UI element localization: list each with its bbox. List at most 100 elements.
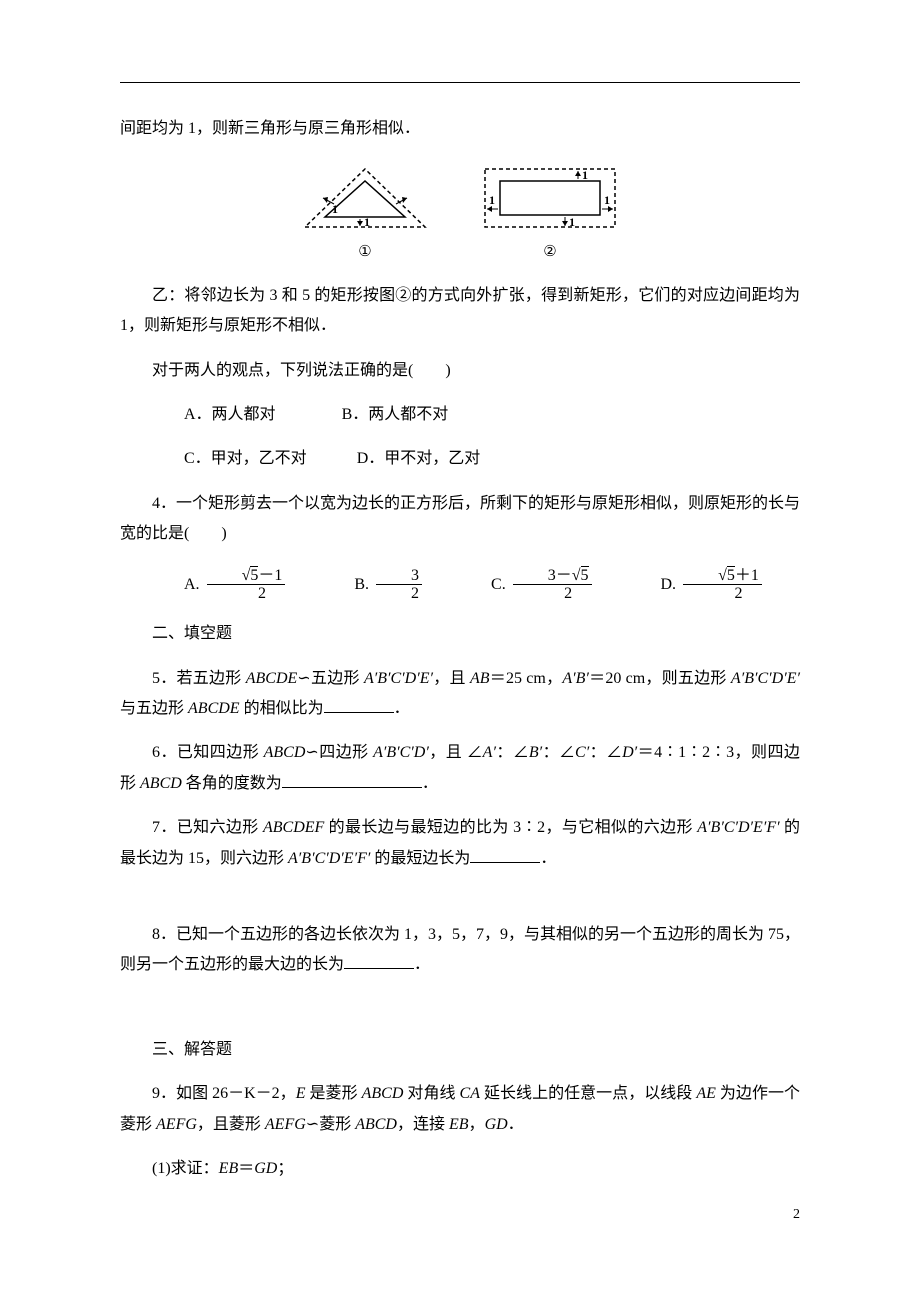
q9-abcd2: ABCD (355, 1116, 397, 1133)
q5-f: 与五边形 (120, 700, 188, 717)
q4a-post: －1 (258, 567, 282, 584)
figure-2-label: ② (480, 238, 620, 267)
question-5: 5．若五边形 ABCDE∽五边形 A′B′C′D′E′，且 AB＝25 cm，A… (120, 664, 800, 725)
q5-blank (324, 696, 394, 713)
q4a-frac: √5－1 2 (207, 567, 286, 603)
q6-b: ∽四边形 (305, 744, 373, 761)
q9-i: ， (469, 1116, 485, 1133)
section-2-heading: 二、填空题 (120, 619, 800, 649)
q4c-label: C. (491, 576, 506, 593)
q4a-label: A. (184, 576, 200, 593)
q4c-sqrt: 5 (581, 566, 589, 584)
spacer-1 (120, 888, 800, 906)
q9-aefg: AEFG (156, 1116, 197, 1133)
q6-blank (282, 771, 422, 788)
q7-a: 7．已知六边形 (152, 819, 263, 836)
q7-abcdefp2: A′B′C′D′E′F′ (288, 850, 370, 867)
q5-a: 5．若五边形 (152, 670, 246, 687)
q3-option-d: D．甲不对，乙对 (325, 444, 481, 474)
q6-cp: C′ (575, 744, 589, 761)
q8-text: 8．已知一个五边形的各边长依次为 1，3，5，7，9，与其相似的另一个五边形的周… (120, 926, 800, 973)
q7-abcdefp: A′B′C′D′E′F′ (697, 819, 779, 836)
q6-ap: A′ (483, 744, 496, 761)
q9-g: ∽菱形 (306, 1116, 355, 1133)
q5-abcdep: A′B′C′D′E′ (364, 670, 433, 687)
q4-options: A. √5－1 2 B. 3 2 C. 3－√5 2 D. √5＋1 2 (120, 564, 800, 606)
label-one-l: 1 (489, 193, 495, 207)
document-page: 间距均为 1，则新三角形与原三角形相似． 1 1 (0, 0, 920, 1258)
q9-1-eb: EB (219, 1160, 239, 1177)
q9-1-gd: GD (254, 1160, 277, 1177)
q9-ae: AE (696, 1085, 716, 1102)
question-8: 8．已知一个五边形的各边长依次为 1，3，5，7，9，与其相似的另一个五边形的周… (120, 920, 800, 981)
yi-paragraph: 乙：将邻边长为 3 和 5 的矩形按图②的方式向外扩张，得到新矩形，它们的对应边… (120, 281, 800, 342)
q9-gd: GD (485, 1116, 508, 1133)
question-9-1: (1)求证：EB＝GD； (120, 1154, 800, 1184)
question-6: 6．已知四边形 ABCD∽四边形 A′B′C′D′，且 ∠A′：∠B′：∠C′：… (120, 738, 800, 799)
q4d-post: ＋1 (735, 567, 759, 584)
q4-stem: 4．一个矩形剪去一个以宽为边长的正方形后，所剩下的矩形与原矩形相似，则原矩形的长… (120, 489, 800, 550)
q6-d3: ：∠ (589, 744, 622, 761)
q5-period: ． (394, 700, 410, 717)
q8-blank (344, 952, 414, 969)
q4b-den: 2 (376, 585, 422, 603)
q6-dp: D′ (622, 744, 637, 761)
q4b-label: B. (354, 576, 369, 593)
q4c-frac: 3－√5 2 (513, 567, 592, 603)
label-one-bottom: 1 (364, 215, 370, 229)
q6-period: ． (422, 775, 438, 792)
q4-option-b: B. 3 2 (322, 564, 425, 606)
q9-c: 对角线 (403, 1085, 459, 1102)
spacer-2 (120, 995, 800, 1021)
q7-blank (470, 846, 540, 863)
q9-b: 是菱形 (306, 1085, 362, 1102)
q5-g: 的相似比为 (240, 700, 324, 717)
q7-d: 的最短边长为 (370, 850, 470, 867)
q5-c: ，且 (433, 670, 470, 687)
q6-bp: B′ (529, 744, 542, 761)
question-9: 9．如图 26－K－2，E 是菱形 ABCD 对角线 CA 延长线上的任意一点，… (120, 1079, 800, 1140)
q5-abcde: ABCDE (246, 670, 298, 687)
q8-period: ． (414, 956, 430, 973)
q9-f: ，且菱形 (197, 1116, 265, 1133)
q6-abcd: ABCD (264, 744, 306, 761)
q9-d: 延长线上的任意一点，以线段 (480, 1085, 696, 1102)
q6-abcd2: ABCD (140, 775, 182, 792)
q5-ab: AB (470, 670, 490, 687)
q6-d1: ：∠ (496, 744, 529, 761)
question-7: 7．已知六边形 ABCDEF 的最长边与最短边的比为 3∶2，与它相似的六边形 … (120, 813, 800, 874)
q6-d2: ：∠ (542, 744, 575, 761)
q7-abcdef: ABCDEF (263, 819, 324, 836)
q9-aefg2: AEFG (265, 1116, 306, 1133)
q6-c: ，且 ∠ (429, 744, 483, 761)
q4c-den: 2 (513, 585, 592, 603)
q4d-frac: √5＋1 2 (683, 567, 762, 603)
q9-abcd: ABCD (362, 1085, 404, 1102)
q5-abcdep2: A′B′C′D′E′ (731, 670, 800, 687)
q3-options-row2: C．甲对，乙不对 D．甲不对，乙对 (120, 444, 800, 474)
header-rule (120, 82, 800, 83)
figures-row: 1 1 ① 1 (120, 164, 800, 267)
q9-1-a: (1)求证： (152, 1160, 219, 1177)
q4a-den: 2 (207, 585, 286, 603)
q9-eb: EB (449, 1116, 469, 1133)
q4d-sqrt: 5 (727, 566, 735, 584)
triangle-diagram: 1 1 (300, 164, 430, 234)
q4-option-a: A. √5－1 2 (152, 564, 288, 606)
figure-1: 1 1 ① (300, 164, 430, 267)
q3-prompt: 对于两人的观点，下列说法正确的是( ) (120, 356, 800, 386)
section-3-heading: 三、解答题 (120, 1035, 800, 1065)
q5-b: ∽五边形 (297, 670, 364, 687)
page-number: 2 (793, 1202, 800, 1229)
q5-d: ＝25 cm， (490, 670, 563, 687)
label-one-top: 1 (582, 168, 588, 182)
rectangle-diagram: 1 1 1 1 (480, 164, 620, 234)
q5-abcde2: ABCDE (188, 700, 240, 717)
q9-h: ，连接 (397, 1116, 449, 1133)
q3-options-row1: A．两人都对 B．两人都不对 (120, 400, 800, 430)
label-one-b: 1 (569, 215, 575, 229)
q9-j: ． (508, 1116, 524, 1133)
q6-a: 6．已知四边形 (152, 744, 264, 761)
q4d-label: D. (661, 576, 677, 593)
q6-abcdp: A′B′C′D′ (373, 744, 429, 761)
